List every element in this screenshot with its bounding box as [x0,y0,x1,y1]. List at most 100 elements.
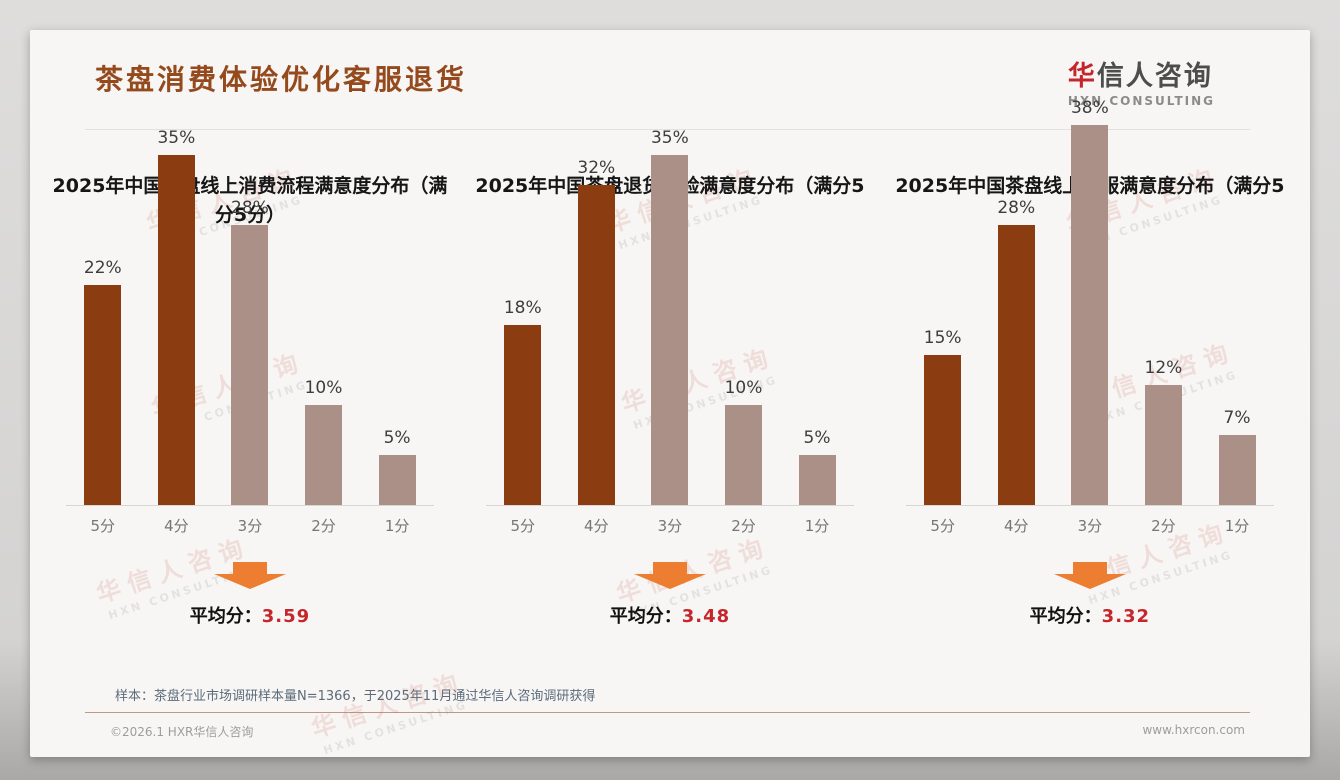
bar [924,355,962,505]
bar [724,405,762,505]
bar [1071,125,1109,505]
website-url: www.hxrcon.com [1142,723,1245,737]
category-label: 4分 [1003,517,1029,535]
average-score-row: 平均分：3.59 [52,602,448,628]
bar [84,285,122,505]
bar-slot: 10% [709,378,779,505]
category-label: 2分 [1151,517,1176,535]
company-logo: 华信人咨询 HXN CONSULTING [1068,54,1215,108]
bar-value-label: 18% [503,298,542,318]
average-score-value: 3.59 [261,606,311,627]
category-label: 2分 [731,517,756,535]
category-axis: 5分 4分 3分 2分 1分 [906,506,1274,536]
down-arrow-icon [633,562,706,589]
category-label: 4分 [164,517,189,535]
logo-subtitle: HXN CONSULTING [1067,94,1215,108]
category-label: 5分 [930,517,955,535]
bar [1218,435,1256,505]
average-score-row: 平均分：3.32 [892,602,1288,628]
average-score-label: 平均分： [189,606,262,627]
bar-value-label: 28% [997,198,1036,218]
bar-slot: 12% [1128,358,1198,505]
header: 茶盘消费体验优化客服退货 华信人咨询 HXN CONSULTING [30,30,1310,130]
bar-value-label: 32% [577,158,616,178]
category-axis: 5分 4分 3分 2分 1分 [66,506,434,536]
category-label: 5分 [510,517,535,535]
bar-slot: 38% [1055,98,1125,505]
bar [305,405,343,505]
copyright-text: ©2026.1 HXR华信人咨询 [110,725,254,739]
report-card: 茶盘消费体验优化客服退货 华信人咨询 HXN CONSULTING 2025年中… [30,30,1310,757]
category-label: 1分 [804,517,830,535]
bar-value-label: 15% [923,328,962,348]
logo-rest-chars: 信人咨询 [1096,61,1213,92]
average-score-value: 3.48 [681,606,731,627]
bar-slot: 32% [561,158,631,505]
average-score-label: 平均分： [609,606,682,627]
bar [231,225,269,505]
category-label: 3分 [657,517,683,535]
bar-slot: 5% [782,428,852,505]
chart-column-returns: 2025年中国茶盘退货体验满意度分布（满分5分） 18%32%35%10%5% … [460,128,880,628]
bar [504,325,542,505]
bar-value-label: 10% [304,378,343,398]
bar-slot: 35% [141,128,211,505]
bar [798,455,836,505]
bar-slot: 7% [1202,408,1272,505]
average-score-value: 3.32 [1101,606,1151,627]
bar-value-label: 22% [83,258,122,278]
average-score-label: 平均分： [1029,606,1102,627]
bar-chart-plot: 18% 32% 35% 10% 5% [485,128,854,506]
bar-slot: 28% [981,198,1051,505]
bar-slot: 22% [68,258,138,505]
bar-slot: 28% [215,198,285,505]
average-score-row: 平均分：3.48 [472,602,868,628]
logo-accent-char: 华 [1067,61,1097,92]
arrow-row [892,562,1288,589]
category-label: 1分 [1224,517,1250,535]
bar [157,155,195,505]
charts-row: 2025年中国茶盘线上消费流程满意度分布（满分5分） 22% 35% 28% 10% 5… [30,98,1310,628]
page-title: 茶盘消费体验优化客服退货 [95,63,468,96]
bar-slot: 18% [488,298,558,505]
bar [577,185,615,505]
chart-column-service: 2025年中国茶盘线上客服满意度分布（满分5分） 15%28%38%12%7% … [880,98,1300,628]
bar-value-label: 35% [650,128,689,148]
chart-title: 2025年中国茶盘线上消费流程满意度分布（满分5分） [52,175,448,226]
chart-column-consumption: 2025年中国茶盘线上消费流程满意度分布（满分5分） 22% 35% 28% 10% 5… [40,128,460,628]
sample-footnote: 样本：茶盘行业市场调研样本量N=1366，于2025年11月通过华信人咨询调研获… [115,689,596,704]
bar [651,155,689,505]
arrow-row [52,562,448,589]
category-label: 3分 [237,517,263,535]
bar [1144,385,1182,505]
bar-value-label: 35% [157,128,196,148]
category-label: 3分 [1077,517,1103,535]
down-arrow-icon [1053,562,1126,589]
bar-value-label: 7% [1223,408,1251,428]
down-arrow-icon [213,562,286,589]
bar-slot: 5% [362,428,432,505]
bar-slot: 15% [908,328,978,505]
category-label: 2分 [311,517,336,535]
bar-value-label: 5% [803,428,831,448]
bar-slot: 10% [289,378,359,505]
watermark-subtext: HXN CONSULTING [321,698,470,757]
category-label: 5分 [90,517,116,535]
bar-value-label: 12% [1144,358,1183,378]
bar [378,455,416,505]
bar-value-label: 38% [1070,98,1109,118]
bar-value-label: 10% [724,378,763,398]
category-label: 1分 [384,517,410,535]
footer-divider [85,712,1250,713]
logo-text: 华信人咨询 [1068,54,1215,93]
category-axis: 5分 4分 3分 2分 1分 [486,506,854,536]
bar-value-label: 5% [383,428,411,448]
category-label: 4分 [584,517,609,535]
bar-chart-plot: 22% 35% 28% 10% 5% [66,128,434,506]
bar-chart-plot: 15% 28% 38% 12% 7% [905,98,1274,506]
bar-slot: 35% [635,128,705,505]
arrow-row [472,562,868,589]
bar [997,225,1035,505]
